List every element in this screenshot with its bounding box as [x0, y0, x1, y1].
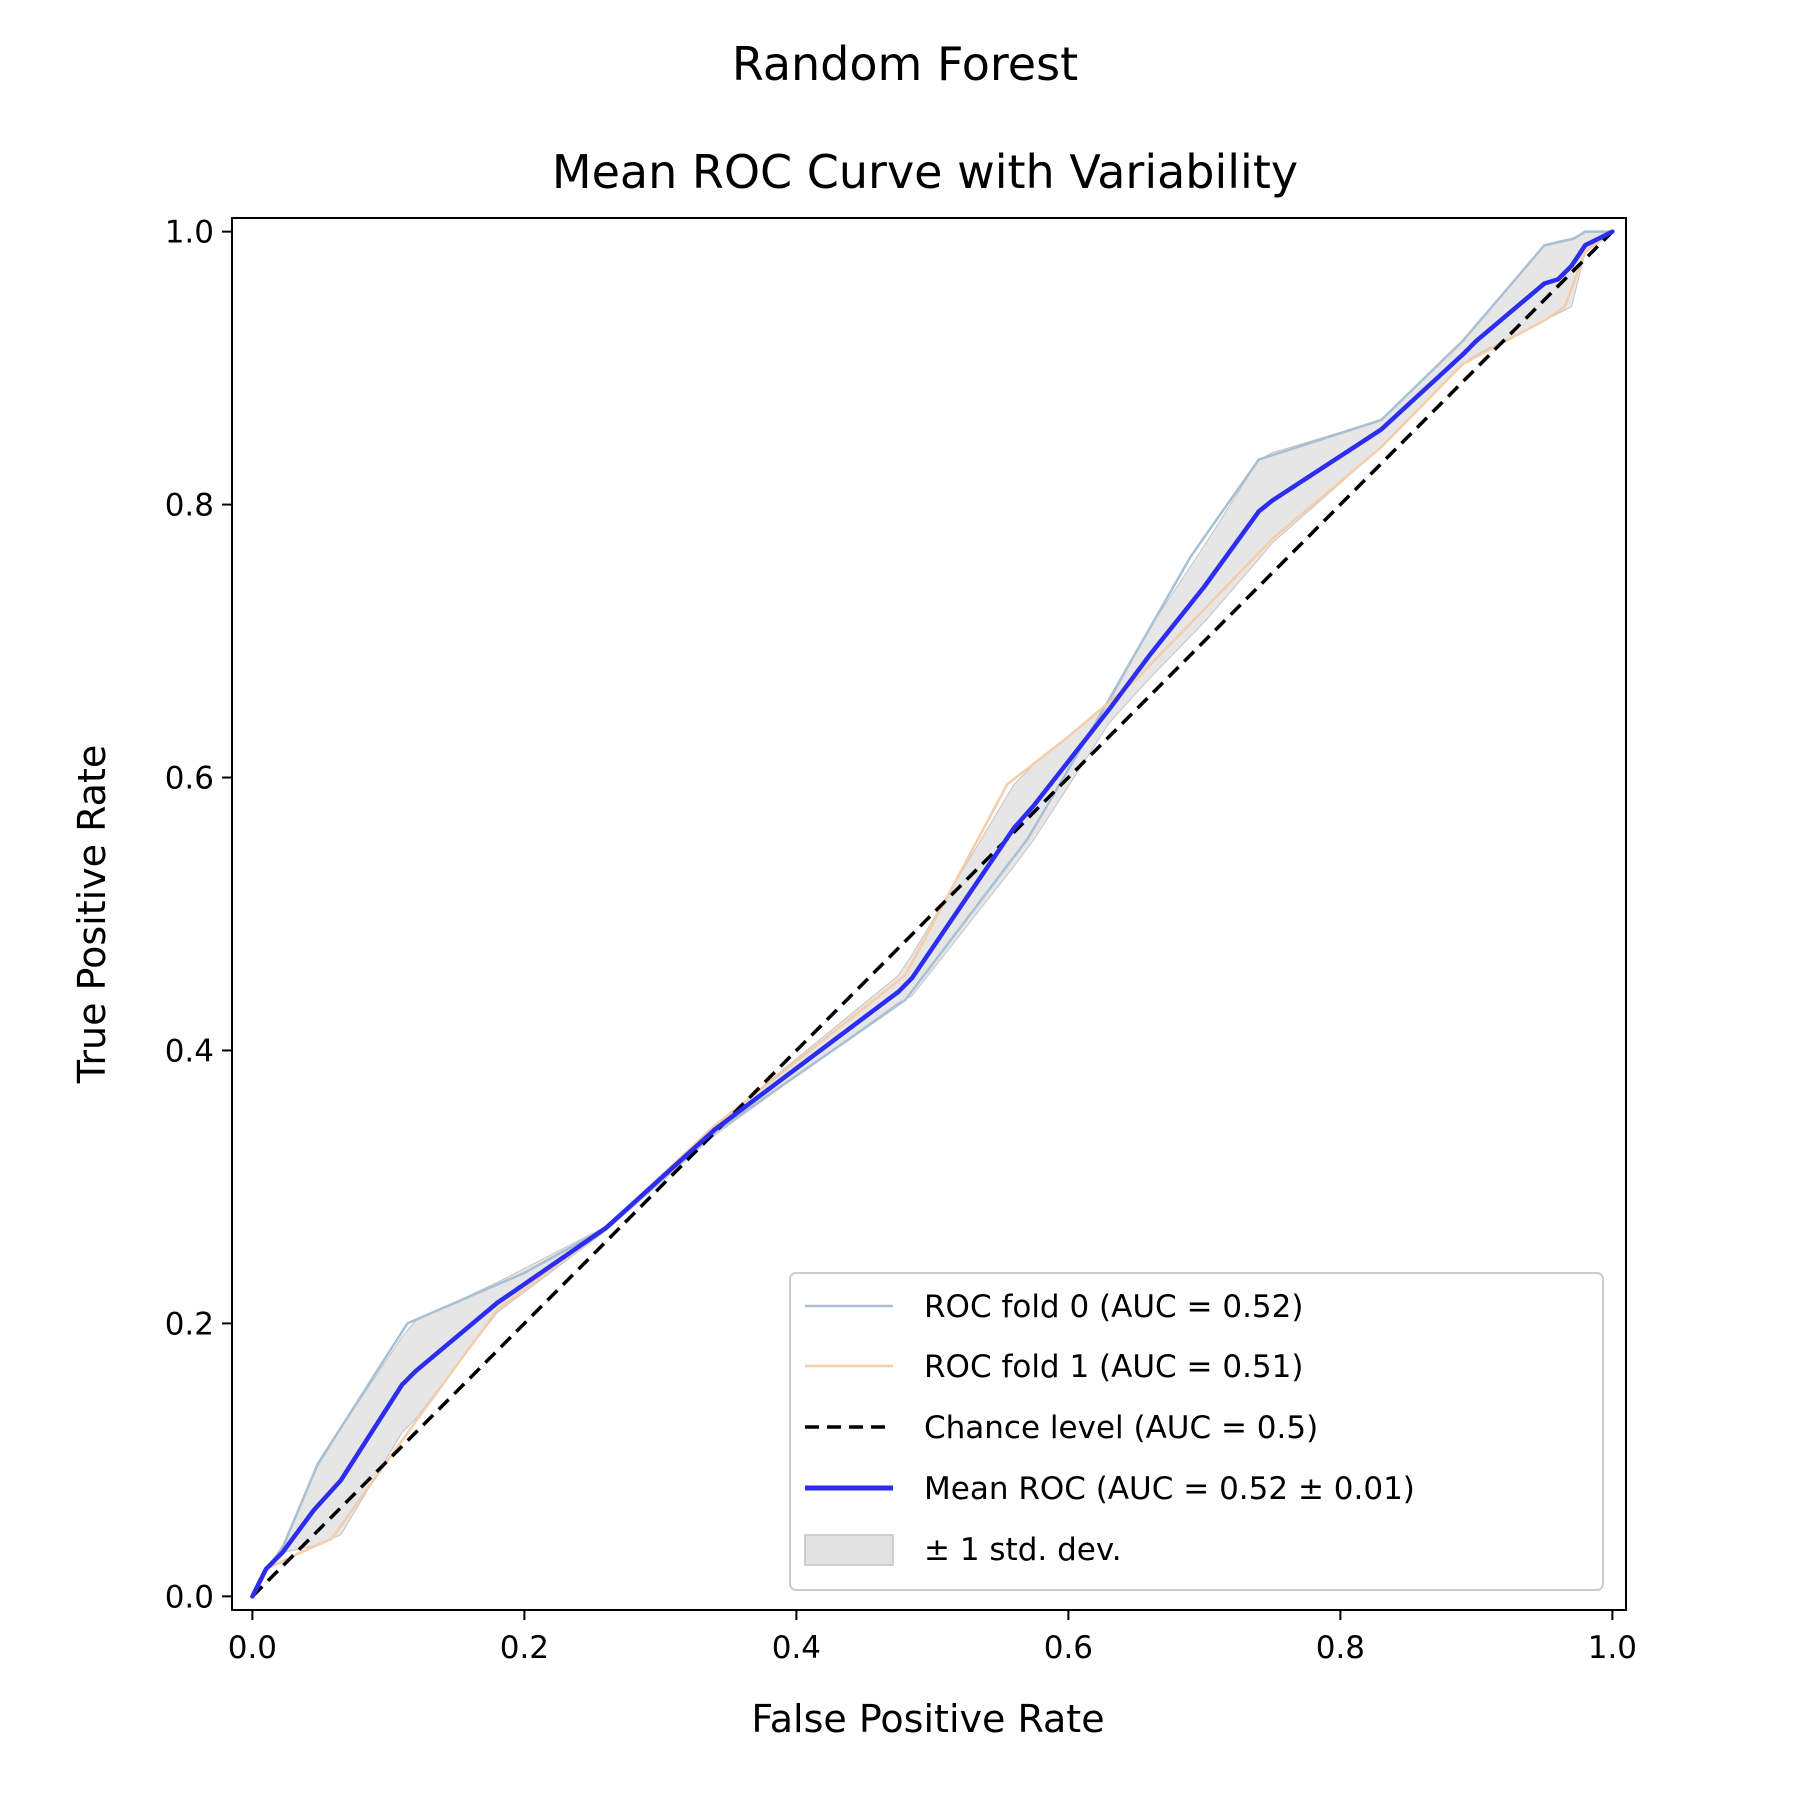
- x-tick-label: 0.4: [772, 1630, 821, 1666]
- x-tick-label: 1.0: [1588, 1630, 1637, 1666]
- y-tick-label: 0.8: [165, 488, 214, 524]
- x-axis-label: False Positive Rate: [751, 1697, 1104, 1741]
- legend: ROC fold 0 (AUC = 0.52) ROC fold 1 (AUC …: [789, 1272, 1604, 1591]
- legend-label-fold0: ROC fold 0 (AUC = 0.52): [924, 1289, 1303, 1325]
- mean-roc-line: [250, 229, 1615, 1599]
- x-tick-label: 0.6: [1044, 1630, 1093, 1666]
- y-axis-label: True Positive Rate: [70, 745, 114, 1085]
- y-tick-label: 0.2: [165, 1306, 214, 1342]
- legend-label-chance: Chance level (AUC = 0.5): [924, 1410, 1318, 1446]
- x-tick-label: 0.2: [500, 1630, 549, 1666]
- legend-swatch-band: [804, 1534, 894, 1566]
- chart-subtitle: Mean ROC Curve with Variability: [552, 145, 1298, 199]
- x-tick-label: 0.0: [228, 1630, 277, 1666]
- legend-label-band: ± 1 std. dev.: [924, 1532, 1122, 1568]
- y-tick-label: 0.6: [165, 761, 214, 797]
- legend-label-fold1: ROC fold 1 (AUC = 0.51): [924, 1349, 1303, 1385]
- roc-fold-1-line: [251, 230, 1614, 1598]
- legend-box: [789, 1272, 1604, 1591]
- roc-fold-0-line: [251, 230, 1614, 1598]
- axis-ticks: 0.0 0.2 0.4 0.6 0.8 1.0 0.0 0.2 0.4 0.6 0.8 1.0: [165, 215, 1637, 1666]
- plot-area: [250, 229, 1615, 1599]
- chart-title: Random Forest: [732, 37, 1078, 91]
- legend-label-mean: Mean ROC (AUC = 0.52 ± 0.01): [924, 1471, 1415, 1507]
- x-tick-label: 0.8: [1316, 1630, 1365, 1666]
- chance-level-line: [251, 230, 1614, 1598]
- axes-frame: [231, 217, 1627, 1611]
- y-tick-label: 0.0: [165, 1579, 214, 1615]
- y-tick-label: 1.0: [165, 215, 214, 251]
- y-tick-label: 0.4: [165, 1033, 214, 1069]
